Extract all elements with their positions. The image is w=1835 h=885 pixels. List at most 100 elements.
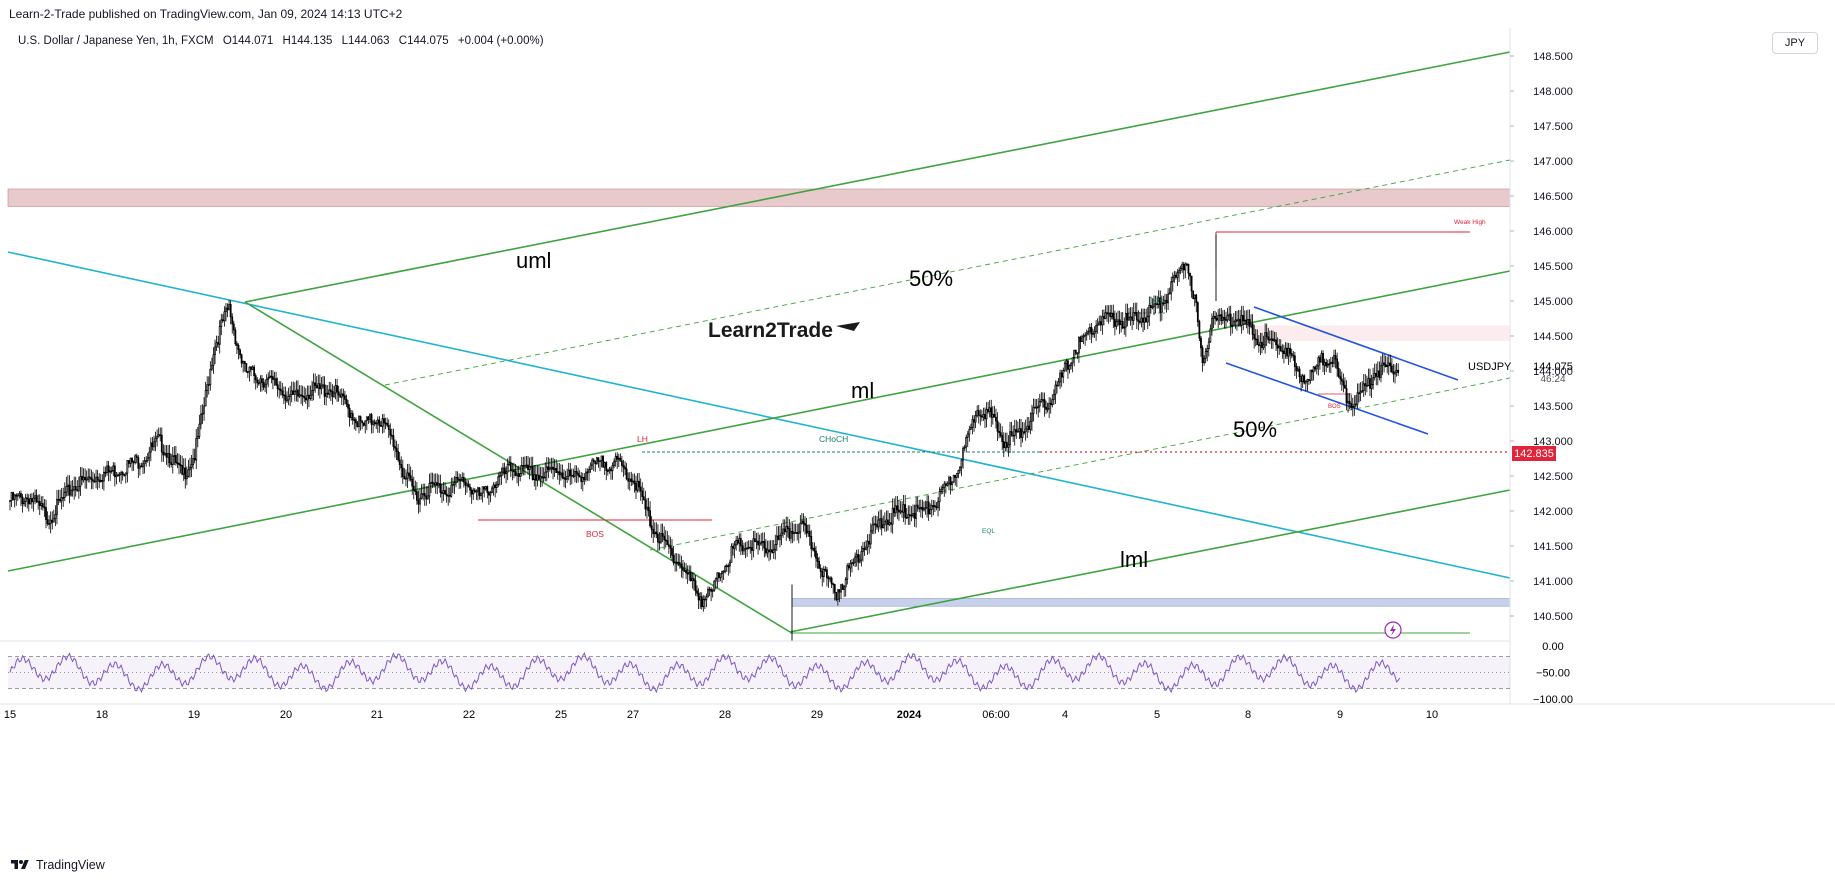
candle-body xyxy=(1101,316,1104,326)
candle-body xyxy=(733,544,736,549)
candle-body xyxy=(826,569,828,579)
candle-body xyxy=(164,452,166,456)
candle-body xyxy=(495,484,498,488)
candle-body xyxy=(315,385,318,389)
candle-body xyxy=(569,469,572,477)
price-tick-label: 140.500 xyxy=(1533,611,1573,623)
candle-body xyxy=(132,461,135,464)
candle-body xyxy=(362,422,365,426)
candle-body xyxy=(331,391,334,397)
candle-body xyxy=(1098,321,1101,325)
ohlc-close: C144.075 xyxy=(398,35,449,47)
lightning-glyph-icon xyxy=(1390,624,1396,636)
candle-body xyxy=(1286,347,1288,357)
candle-body xyxy=(1185,263,1188,266)
candle-body xyxy=(636,480,639,491)
candle-body xyxy=(1237,318,1240,322)
candle-body xyxy=(1151,306,1154,309)
candle-body xyxy=(497,476,500,486)
candle-body xyxy=(1298,368,1301,378)
candle-body xyxy=(1062,370,1065,378)
candle-body xyxy=(907,514,910,518)
candle-body xyxy=(1179,268,1182,271)
candle-body xyxy=(1364,383,1367,386)
candle-body xyxy=(891,507,894,525)
candle-body xyxy=(805,524,808,534)
candle-body xyxy=(236,343,238,346)
candle-body xyxy=(240,354,243,364)
published-info: Learn-2-Trade published on TradingView.c… xyxy=(9,7,403,21)
candle-body xyxy=(941,486,944,490)
candle-body xyxy=(1088,327,1091,332)
candle-body xyxy=(87,476,90,480)
candle-body xyxy=(1120,321,1123,325)
candle-body xyxy=(419,497,421,505)
candle-body xyxy=(1281,350,1284,353)
candle-body xyxy=(73,486,76,491)
candle-body xyxy=(420,493,423,499)
candle-body xyxy=(899,510,902,513)
candle-body xyxy=(473,489,476,492)
last-price-countdown: 46:24 xyxy=(1540,374,1565,385)
candle-body xyxy=(919,506,922,509)
candle-body xyxy=(677,561,680,564)
candle-body xyxy=(18,493,21,496)
candle-body xyxy=(689,571,692,582)
candle-body xyxy=(763,541,766,549)
candle-body xyxy=(1056,384,1058,387)
candle-body xyxy=(1304,381,1307,384)
price-tick-label: 141.000 xyxy=(1533,576,1573,588)
ohlc-low: L144.063 xyxy=(341,35,390,47)
candle-body xyxy=(556,471,559,474)
candle-body xyxy=(1103,316,1105,319)
candle-body xyxy=(578,475,581,478)
candle-body xyxy=(207,384,210,386)
candle-body xyxy=(1121,321,1124,329)
candle-body xyxy=(1345,387,1348,404)
candle-body xyxy=(273,378,276,380)
candle-body xyxy=(840,584,842,593)
candle-body xyxy=(261,378,263,383)
candle-body xyxy=(88,476,91,479)
candle-body xyxy=(1242,315,1245,322)
candle-body xyxy=(210,365,213,370)
candle-body xyxy=(1117,319,1119,322)
candle-body xyxy=(595,457,598,465)
candle-body xyxy=(386,422,389,426)
candle-body xyxy=(430,481,432,484)
candle-body xyxy=(1085,332,1088,336)
candle-body xyxy=(380,425,382,427)
candle-body xyxy=(1189,272,1191,277)
key-level-tag xyxy=(1512,446,1556,461)
candle-body xyxy=(364,420,367,426)
candle-body xyxy=(1239,318,1241,326)
candle-body xyxy=(416,491,418,501)
candle-body xyxy=(794,532,797,534)
price-tick-label: 141.500 xyxy=(1533,541,1573,553)
candle-body xyxy=(608,468,611,472)
candle-body xyxy=(988,407,991,412)
candle-body xyxy=(1373,372,1376,378)
price-tick-label: 147.500 xyxy=(1533,121,1573,133)
candle-body xyxy=(289,394,292,397)
candle-body xyxy=(326,392,329,395)
candle-body xyxy=(890,522,892,525)
candle-body xyxy=(522,465,525,467)
candle-body xyxy=(502,467,504,473)
candle-body xyxy=(1018,428,1021,432)
candle-body xyxy=(1253,334,1256,340)
currency-button[interactable]: JPY xyxy=(1772,32,1818,54)
candle-body xyxy=(107,465,110,473)
candle-body xyxy=(1322,353,1324,366)
candle-body xyxy=(492,484,495,489)
candle-body xyxy=(1038,401,1041,407)
candle-body xyxy=(153,441,155,448)
candle-body xyxy=(594,461,597,465)
candle-body xyxy=(1146,315,1149,323)
candle-body xyxy=(696,590,698,594)
candle-body xyxy=(991,413,994,418)
candle-body xyxy=(716,572,719,579)
candle-body xyxy=(1203,357,1205,364)
candle-body xyxy=(523,464,526,467)
